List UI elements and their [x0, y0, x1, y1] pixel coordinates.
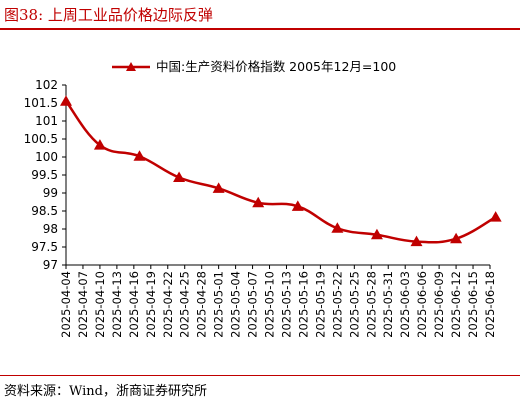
y-tick-label: 99.5 — [31, 168, 58, 182]
data-point-marker — [212, 182, 225, 193]
x-tick-label: 2025-05-25 — [347, 271, 361, 338]
x-tick-label: 2025-05-13 — [279, 271, 293, 338]
legend-marker-icon — [126, 62, 136, 71]
y-tick-label: 99 — [43, 186, 58, 200]
x-tick-label: 2025-05-22 — [330, 271, 344, 338]
x-tick-label: 2025-04-10 — [93, 271, 107, 338]
x-tick-label: 2025-05-10 — [263, 271, 277, 338]
x-tick-label: 2025-05-31 — [381, 271, 395, 338]
title-divider — [0, 28, 520, 30]
chart-axes — [65, 85, 490, 266]
data-point-marker — [370, 228, 383, 240]
x-tick-label: 2025-05-01 — [212, 271, 226, 338]
data-point-marker — [489, 211, 502, 222]
x-tick-label: 2025-05-07 — [246, 271, 260, 338]
x-tick-label: 2025-05-16 — [296, 271, 310, 338]
x-tick-label: 2025-04-13 — [110, 271, 124, 338]
x-tick-label: 2025-04-04 — [59, 271, 73, 338]
x-tick-label: 2025-04-07 — [76, 271, 90, 338]
line-chart: 中国:生产资料价格指数 2005年12月=100 9797.59898.5999… — [24, 59, 502, 338]
x-tick-label: 2025-04-28 — [195, 271, 209, 338]
data-point-marker — [173, 171, 186, 183]
data-point-marker — [291, 200, 304, 211]
x-tick-label: 2025-05-04 — [229, 271, 243, 338]
y-tick-label: 102 — [35, 78, 58, 92]
data-point-marker — [252, 196, 265, 208]
data-point-marker — [410, 235, 423, 247]
data-point-marker — [60, 95, 72, 106]
figure-title: 图38: 上周工业品价格边际反弹 — [4, 6, 213, 24]
legend-label: 中国:生产资料价格指数 2005年12月=100 — [156, 59, 396, 74]
x-tick-label: 2025-04-25 — [178, 271, 192, 338]
y-tick-label: 97.5 — [31, 240, 58, 254]
source-note: 资料来源：Wind，浙商证券研究所 — [4, 384, 207, 399]
data-point-marker — [331, 222, 344, 233]
x-tick-label: 2025-06-15 — [466, 271, 480, 338]
x-tick-label: 2025-06-03 — [398, 271, 412, 338]
x-tick-label: 2025-04-16 — [127, 271, 141, 338]
y-tick-label: 97 — [43, 258, 58, 272]
series-layer — [60, 95, 502, 247]
x-tick-label: 2025-06-12 — [449, 271, 463, 338]
x-tick-label: 2025-06-06 — [415, 271, 429, 338]
y-tick-label: 98 — [43, 222, 58, 236]
y-tick-label: 101.5 — [24, 96, 58, 110]
x-tick-label: 2025-06-09 — [432, 271, 446, 338]
x-tick-label: 2025-04-22 — [161, 271, 175, 338]
footer-divider — [0, 375, 520, 376]
x-tick-label: 2025-05-28 — [364, 271, 378, 338]
y-axis-ticks: 97 97.5 98 98.5 99 99.5 100 100.5 101 101.5 102 — [24, 78, 66, 272]
x-tick-label: 2025-05-19 — [313, 271, 327, 338]
x-axis-ticks: 2025-04-04 2025-04-07 2025-04-10 2025-04-13… — [59, 265, 497, 338]
y-tick-label: 98.5 — [31, 204, 58, 218]
x-tick-label: 2025-06-18 — [483, 271, 497, 338]
data-point-marker — [450, 232, 463, 244]
series-line — [65, 100, 497, 244]
x-tick-label: 2025-04-19 — [144, 271, 158, 338]
chart-legend: 中国:生产资料价格指数 2005年12月=100 — [112, 59, 396, 74]
y-tick-label: 101 — [35, 114, 58, 128]
y-tick-label: 100.5 — [24, 132, 58, 146]
y-tick-label: 100 — [35, 150, 58, 164]
data-point-marker — [133, 150, 146, 161]
data-point-marker — [93, 139, 106, 150]
